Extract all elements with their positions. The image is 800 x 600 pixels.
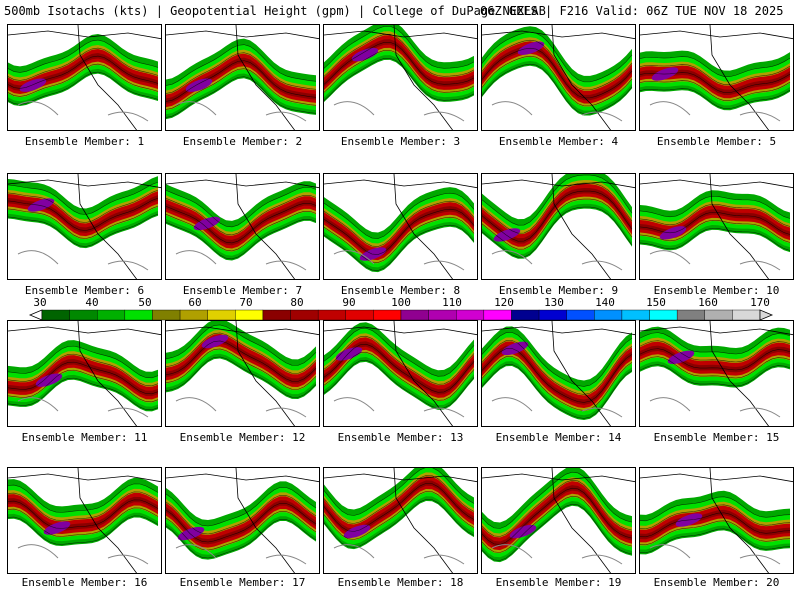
ensemble-map-2 [165,24,320,131]
legend-swatch [345,309,374,321]
legend-swatch [649,309,678,321]
legend-swatch [317,309,346,321]
ensemble-map-17 [165,467,320,574]
ensemble-caption: Ensemble Member: 5 [656,135,777,148]
legend-label: 90 [342,296,356,309]
ensemble-map-14 [481,320,636,427]
ensemble-caption: Ensemble Member: 16 [21,576,148,589]
ensemble-map-13 [323,320,478,427]
legend-label: 120 [494,296,514,309]
ensemble-caption: Ensemble Member: 2 [182,135,303,148]
ensemble-map-16 [7,467,162,574]
legend-swatch [483,309,512,321]
legend-label: 110 [442,296,462,309]
ensemble-map-15 [639,320,794,427]
ensemble-caption: Ensemble Member: 7 [182,284,303,297]
legend-swatch [235,309,264,321]
legend-swatch [511,309,540,321]
ensemble-caption: Ensemble Member: 11 [21,431,148,444]
legend-label: 100 [391,296,411,309]
ensemble-caption: Ensemble Member: 19 [495,576,622,589]
legend-swatch [97,309,126,321]
color-legend: 30 40 50 60 70 80 90 100 110 120 130 140 150 160 170 [0,296,800,322]
header-run-info: 06Z GEFS | F216 Valid: 06Z TUE NOV 18 20… [480,4,784,18]
legend-bar [28,309,774,321]
legend-label: 30 [33,296,47,309]
legend-swatch [704,309,733,321]
ensemble-map-3 [323,24,478,131]
ensemble-caption: Ensemble Member: 18 [337,576,464,589]
header: 500mb Isotachs (kts) | Geopotential Heig… [0,0,800,22]
ensemble-caption: Ensemble Member: 8 [340,284,461,297]
legend-label: 80 [290,296,304,309]
legend-label: 50 [138,296,152,309]
ensemble-caption: Ensemble Member: 4 [498,135,619,148]
legend-label: 150 [646,296,666,309]
legend-label: 40 [85,296,99,309]
legend-label: 130 [544,296,564,309]
ensemble-caption: Ensemble Member: 14 [495,431,622,444]
ensemble-caption: Ensemble Member: 9 [498,284,619,297]
ensemble-caption: Ensemble Member: 10 [653,284,780,297]
legend-swatch [456,309,485,321]
legend-label: 60 [188,296,202,309]
header-title: 500mb Isotachs (kts) | Geopotential Heig… [4,4,546,18]
legend-label: 70 [239,296,253,309]
ensemble-map-18 [323,467,478,574]
legend-swatch [290,309,319,321]
legend-swatch [69,309,98,321]
legend-swatch [124,309,153,321]
legend-label: 170 [750,296,770,309]
ensemble-caption: Ensemble Member: 12 [179,431,306,444]
legend-swatch [400,309,429,321]
ensemble-caption: Ensemble Member: 17 [179,576,306,589]
ensemble-caption: Ensemble Member: 6 [24,284,145,297]
ensemble-map-8 [323,173,478,280]
legend-swatch [538,309,567,321]
ensemble-map-9 [481,173,636,280]
ensemble-caption: Ensemble Member: 15 [653,431,780,444]
legend-swatch [373,309,402,321]
legend-swatch [262,309,291,321]
ensemble-map-6 [7,173,162,280]
ensemble-caption: Ensemble Member: 20 [653,576,780,589]
legend-swatch [594,309,623,321]
legend-swatch [428,309,457,321]
ensemble-map-7 [165,173,320,280]
legend-swatch [732,309,761,321]
ensemble-caption: Ensemble Member: 1 [24,135,145,148]
legend-label: 160 [698,296,718,309]
legend-swatch [566,309,595,321]
ensemble-map-4 [481,24,636,131]
ensemble-map-10 [639,173,794,280]
ensemble-map-11 [7,320,162,427]
ensemble-map-1 [7,24,162,131]
legend-swatch [41,309,70,321]
legend-swatch [152,309,181,321]
ensemble-map-19 [481,467,636,574]
legend-swatch [179,309,208,321]
ensemble-map-5 [639,24,794,131]
ensemble-caption: Ensemble Member: 13 [337,431,464,444]
legend-swatch [621,309,650,321]
ensemble-map-20 [639,467,794,574]
legend-swatch [676,309,705,321]
legend-label: 140 [595,296,615,309]
ensemble-map-12 [165,320,320,427]
ensemble-caption: Ensemble Member: 3 [340,135,461,148]
legend-swatch [207,309,236,321]
